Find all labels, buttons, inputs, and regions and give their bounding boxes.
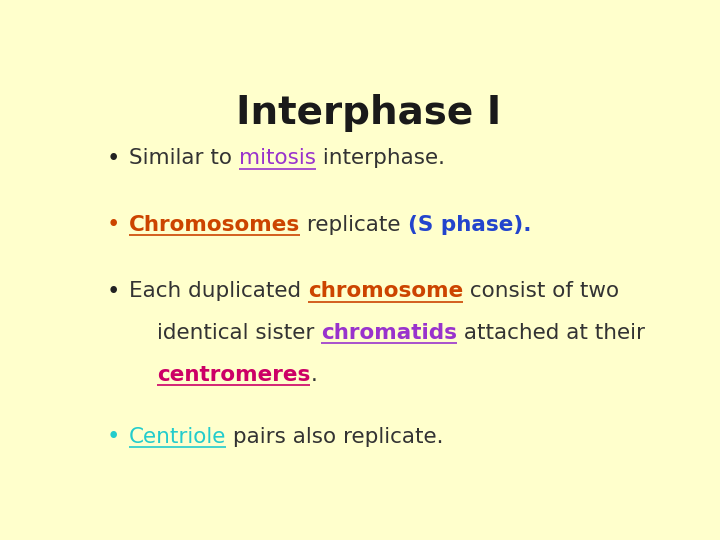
Text: •: • (107, 426, 120, 448)
Text: Each duplicated: Each duplicated (129, 281, 308, 301)
Text: •: • (107, 280, 120, 303)
Text: replicate: replicate (300, 215, 408, 235)
Text: (S phase).: (S phase). (408, 215, 531, 235)
Text: mitosis: mitosis (239, 148, 316, 168)
Text: .: . (310, 364, 318, 384)
Text: •: • (107, 213, 120, 237)
Text: consist of two: consist of two (463, 281, 619, 301)
Text: chromosome: chromosome (308, 281, 463, 301)
Text: Centriole: Centriole (129, 427, 226, 447)
Text: identical sister: identical sister (157, 323, 321, 343)
Text: interphase.: interphase. (316, 148, 445, 168)
Text: centromeres: centromeres (157, 364, 310, 384)
Text: chromatids: chromatids (321, 323, 457, 343)
Text: attached at their: attached at their (457, 323, 645, 343)
Text: Similar to: Similar to (129, 148, 239, 168)
Text: Interphase I: Interphase I (236, 94, 502, 132)
Text: •: • (107, 147, 120, 170)
Text: pairs also replicate.: pairs also replicate. (226, 427, 444, 447)
Text: Chromosomes: Chromosomes (129, 215, 300, 235)
